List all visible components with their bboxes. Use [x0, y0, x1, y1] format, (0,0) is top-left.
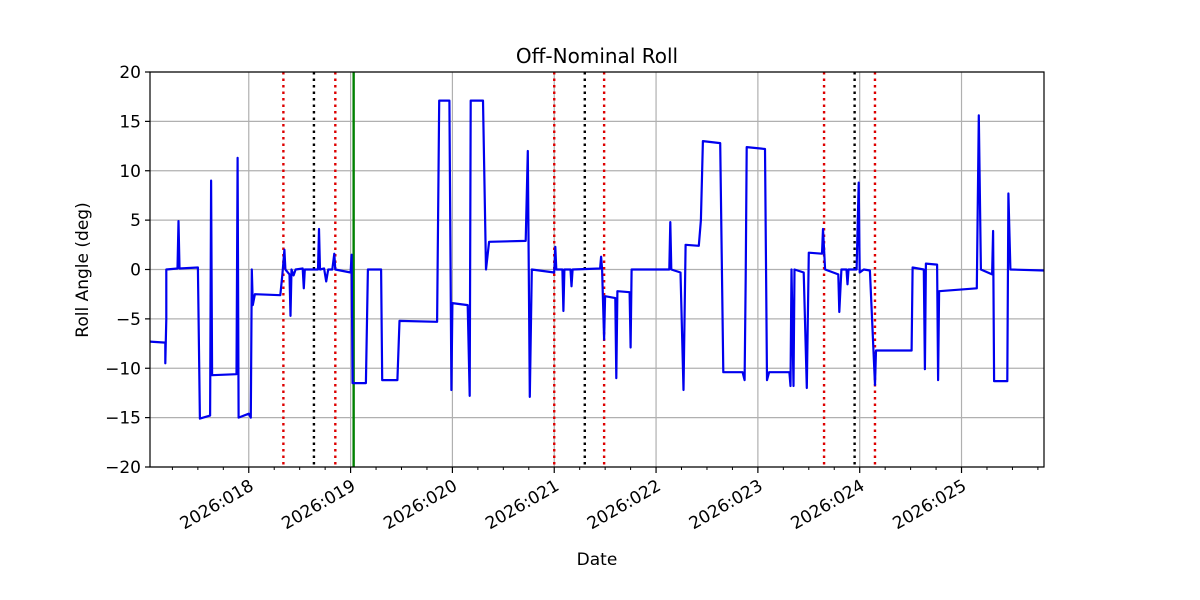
y-tick-label: −20: [105, 458, 141, 478]
x-tick-label: 2026:021: [482, 476, 563, 534]
y-tick-label: −5: [116, 310, 141, 330]
x-tick-label: 2026:018: [177, 476, 258, 534]
y-tick-label: −15: [105, 409, 141, 429]
x-tick-label: 2026:022: [584, 476, 665, 534]
x-tick-label: 2026:023: [686, 476, 767, 534]
x-axis-label: Date: [577, 550, 618, 570]
x-tick-label: 2026:025: [889, 476, 970, 534]
y-tick-label: 20: [119, 63, 141, 83]
y-tick-label: 15: [119, 112, 141, 132]
x-tick-label: 2026:019: [279, 476, 360, 534]
roll-series-line: [149, 99, 1045, 420]
series-layer: [149, 99, 1045, 420]
chart-title: Off-Nominal Roll: [516, 44, 678, 68]
y-tick-label: 10: [119, 162, 141, 182]
x-tick-label: 2026:020: [380, 476, 461, 534]
axis-ticks: 20 15 10 5 0 −5 −10 −15 −20 2026:018 2026:019 2026:…: [105, 63, 1039, 534]
y-axis-label: Roll Angle (deg): [73, 202, 93, 337]
y-tick-label: −10: [105, 359, 141, 379]
y-tick-label: 5: [130, 211, 141, 231]
y-tick-label: 0: [130, 261, 141, 281]
x-tick-label: 2026:024: [788, 476, 869, 534]
